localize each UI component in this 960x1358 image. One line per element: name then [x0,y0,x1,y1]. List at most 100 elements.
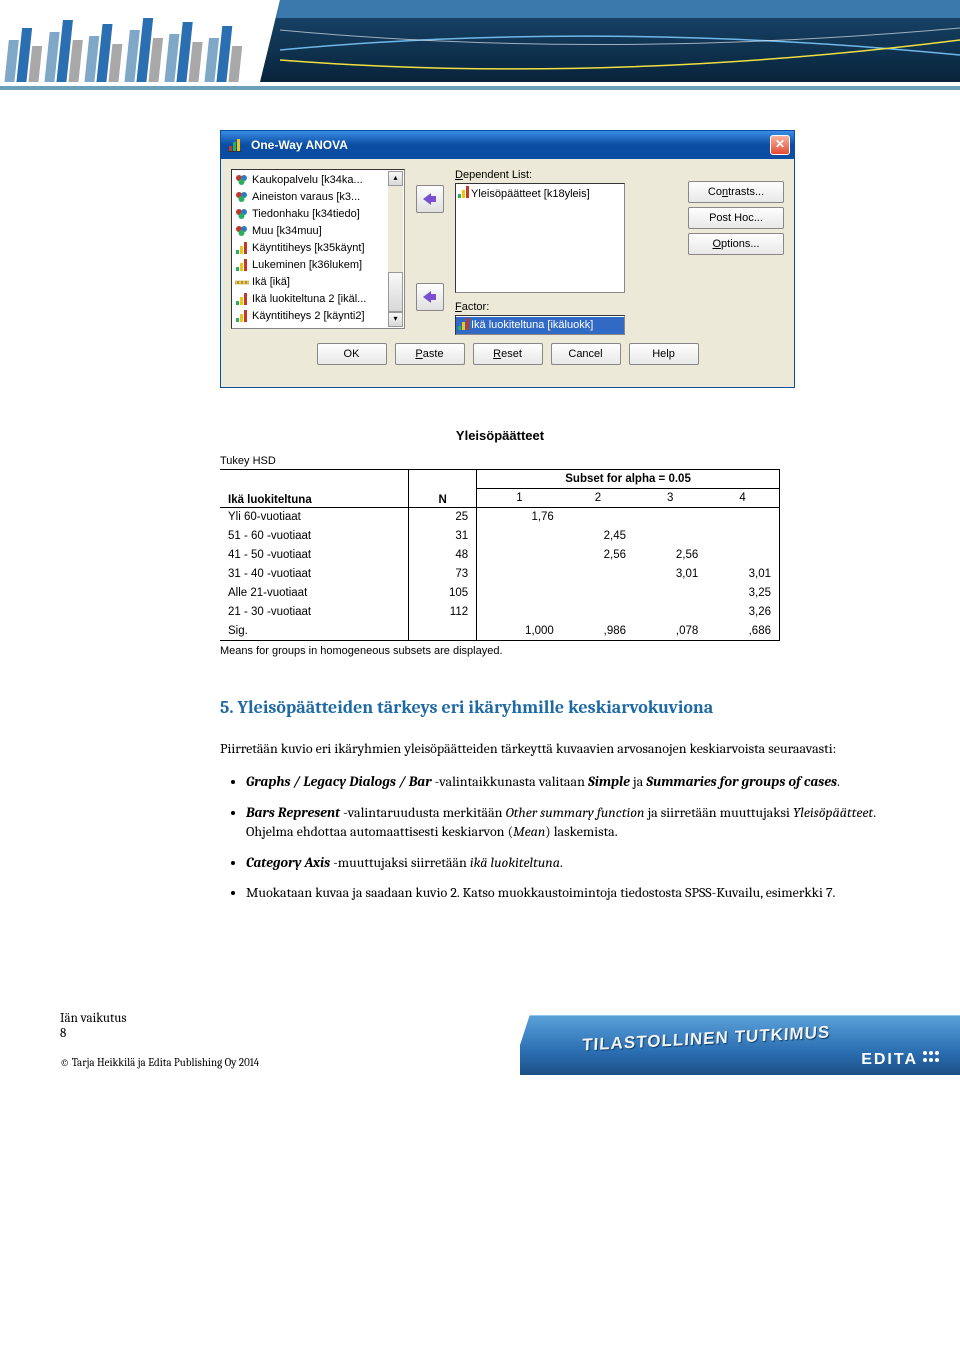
scroll-track[interactable] [388,186,403,312]
options-button[interactable]: Options... [688,233,784,255]
variable-list[interactable]: Kaukopalvelu [k34ka... Aineiston varaus [… [231,169,405,329]
cell-value [562,603,634,622]
variable-item[interactable]: Käyntitiheys [k35käynt] [233,239,403,256]
cell-value: 3,26 [706,603,779,622]
sig-label: Sig. [220,622,409,641]
cell-value [634,603,706,622]
factor-field[interactable]: Ikä luokiteltuna [ikäluokk] [455,315,625,335]
factor-item[interactable]: Ikä luokiteltuna [ikäluokk] [456,317,624,334]
footer-banner: TILASTOLLINEN TUTKIMUS EDITA [520,995,960,1075]
ordinal-icon [235,309,249,323]
reset-button[interactable]: Reset [473,343,543,365]
move-to-factor-button[interactable] [416,283,444,311]
nominal-icon [235,173,249,187]
variable-label: Ikä [ikä] [252,276,290,288]
ordinal-icon [235,258,249,272]
top-banner [0,0,960,90]
nominal-icon [235,207,249,221]
dialog-titlebar: One-Way ANOVA ✕ [221,131,794,159]
ordinal-icon [457,185,471,202]
cancel-button[interactable]: Cancel [551,343,621,365]
cell-value [477,565,562,584]
paste-button[interactable]: Paste [395,343,465,365]
cell-n: 73 [409,565,477,584]
cell-value [477,546,562,565]
row-label: 21 - 30 -vuotiaat [220,603,409,622]
edita-logo: EDITA [861,1050,942,1069]
row-label: Alle 21-vuotiaat [220,584,409,603]
variable-item[interactable]: Käyntitiheys 2 [käynti2] [233,307,403,324]
dependent-list-label: Dependent List: [455,169,676,181]
row-label: 51 - 60 -vuotiaat [220,527,409,546]
subset-col-3: 3 [634,489,706,508]
cell-value: 2,56 [562,546,634,565]
posthoc-button[interactable]: Post Hoc... [688,207,784,229]
section-heading: 5. Yleisöpäätteiden tärkeys eri ikäryhmi… [220,697,900,718]
cell-value [562,565,634,584]
cell-value: 3,01 [634,565,706,584]
cell-value: 2,56 [634,546,706,565]
cell-value [706,546,779,565]
cell-value [562,508,634,527]
banner-rule [0,86,960,90]
dependent-list[interactable]: Yleisöpäätteet [k18yleis] [455,183,625,293]
sig-value: ,078 [634,622,706,641]
cell-value [477,603,562,622]
cell-value [562,584,634,603]
page-footer: Iän vaikutus 8 © Tarja Heikkilä ja Edita… [0,985,960,1075]
scrollbar[interactable]: ▴ ▾ [388,171,403,327]
bullet-2: Bars Represent -valintaruudusta merkitää… [246,804,900,842]
cell-value [634,584,706,603]
cell-n: 112 [409,603,477,622]
table-row: Alle 21-vuotiaat1053,25 [220,584,780,603]
tukey-footnote: Means for groups in homogeneous subsets … [220,641,780,657]
ordinal-icon [457,317,471,334]
variable-item[interactable]: Ikä [ikä] [233,273,403,290]
cell-n: 105 [409,584,477,603]
sig-value: ,686 [706,622,779,641]
table-row: 51 - 60 -vuotiaat312,45 [220,527,780,546]
variable-label: Aineiston varaus [k3... [252,191,360,203]
variable-label: Käyntitiheys [k35käynt] [252,242,365,254]
cell-value: 1,76 [477,508,562,527]
scroll-up-button[interactable]: ▴ [388,171,403,186]
dependent-item[interactable]: Yleisöpäätteet [k18yleis] [457,185,623,202]
scroll-thumb[interactable] [388,272,403,312]
article-body: 5. Yleisöpäätteiden tärkeys eri ikäryhmi… [220,697,900,903]
ordinal-icon [235,241,249,255]
variable-item[interactable]: Muu [k34muu] [233,222,403,239]
variable-item[interactable]: Kaukopalvelu [k34ka... [233,171,403,188]
tukey-output: Yleisöpäätteet Tukey HSD Ikä luokiteltun… [220,428,780,657]
cell-value [477,584,562,603]
factor-item-label: Ikä luokiteltuna [ikäluokk] [471,319,593,331]
sig-n [409,622,477,641]
move-to-dependent-button[interactable] [416,185,444,213]
ok-button[interactable]: OK [317,343,387,365]
subset-col-2: 2 [562,489,634,508]
variable-item[interactable]: Aineiston varaus [k3... [233,188,403,205]
help-button[interactable]: Help [629,343,699,365]
close-button[interactable]: ✕ [770,135,790,155]
subset-col-4: 4 [706,489,779,508]
tukey-subtitle: Tukey HSD [220,455,276,470]
cell-value [634,527,706,546]
variable-item[interactable]: Tiedonhaku [k34tiedo] [233,205,403,222]
scroll-down-button[interactable]: ▾ [388,312,403,327]
cell-value: 3,01 [706,565,779,584]
sig-value: 1,000 [477,622,562,641]
variable-label: Ikä luokiteltuna 2 [ikäl... [252,293,366,305]
row-label: 41 - 50 -vuotiaat [220,546,409,565]
ordinal-icon [235,292,249,306]
contrasts-button[interactable]: Contrasts... [688,181,784,203]
cell-n: 25 [409,508,477,527]
bullet-1: Graphs / Legacy Dialogs / Bar -valintaik… [246,773,900,792]
variable-item[interactable]: Lukeminen [k36lukem] [233,256,403,273]
variable-label: Kaukopalvelu [k34ka... [252,174,363,186]
bullet-3: Category Axis -muuttujaksi siirretään ik… [246,854,900,873]
bullet-4: Muokataan kuvaa ja saadaan kuvio 2. Kats… [246,884,900,903]
table-row: Yli 60-vuotiaat251,76 [220,508,780,527]
banner-graphic [0,0,960,90]
variable-item[interactable]: Ikä luokiteltuna 2 [ikäl... [233,290,403,307]
nominal-icon [235,224,249,238]
variable-label: Lukeminen [k36lukem] [252,259,362,271]
